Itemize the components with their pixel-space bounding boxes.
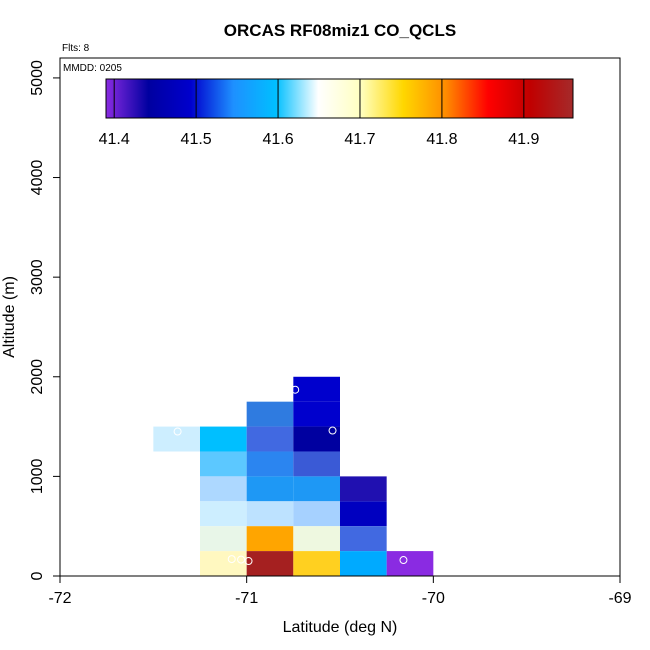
y-tick-label: 4000 — [29, 160, 46, 196]
colorbar-tick-label: 41.9 — [508, 131, 539, 148]
y-tick-label: 2000 — [29, 359, 46, 395]
y-tick-label: 3000 — [29, 259, 46, 295]
colorbar-tick-label: 41.6 — [262, 131, 293, 148]
x-tick-label: -72 — [48, 590, 71, 607]
heatmap-cells — [153, 376, 434, 576]
colorbar: 41.4 41.5 41.6 41.7 41.8 41.9 — [99, 78, 574, 148]
x-axis-label: Latitude (deg N) — [283, 619, 398, 636]
heatmap-cell — [246, 526, 294, 552]
x-axis: -72 -71 -70 -69 — [48, 575, 632, 607]
heatmap-cell — [246, 476, 294, 502]
heatmap-cell — [386, 551, 434, 576]
marker-circle — [291, 385, 300, 394]
heatmap-cell — [246, 501, 294, 527]
heatmap-cell — [340, 551, 387, 576]
colorbar-tick-label: 41.8 — [426, 131, 457, 148]
colorbar-gradient — [105, 78, 574, 119]
heatmap-cell — [200, 451, 247, 477]
heatmap-cell — [246, 551, 294, 576]
heatmap-cell — [153, 426, 200, 452]
heatmap-cell — [246, 426, 294, 452]
heatmap-cell — [340, 476, 387, 502]
x-tick-label: -71 — [235, 590, 258, 607]
y-axis-label: Altitude (m) — [1, 276, 18, 358]
colorbar-tick-label: 41.4 — [99, 131, 130, 148]
chart-title: ORCAS RF08miz1 CO_QCLS — [224, 21, 456, 40]
heatmap-cell — [200, 551, 247, 576]
flights-note: Flts: 8 — [62, 43, 90, 54]
heatmap-cell — [293, 401, 340, 427]
heatmap-cell — [246, 401, 294, 427]
heatmap-cell — [200, 501, 247, 527]
y-tick-label: 0 — [29, 571, 46, 580]
colorbar-ticks: 41.4 41.5 41.6 41.7 41.8 41.9 — [99, 79, 540, 148]
heatmap-cell — [293, 476, 340, 502]
colorbar-tick-label: 41.7 — [344, 131, 375, 148]
marker-circle — [399, 556, 408, 565]
heatmap-cell — [246, 451, 294, 477]
heatmap-cell — [200, 476, 247, 502]
y-tick-label: 1000 — [29, 458, 46, 494]
colorbar-tick-label: 41.5 — [181, 131, 212, 148]
heatmap-cell — [340, 526, 387, 552]
heatmap-cell — [200, 526, 247, 552]
heatmap-cell — [293, 451, 340, 477]
marker-circle — [237, 555, 246, 564]
date-note: MMDD: 0205 — [63, 63, 122, 74]
y-axis: 0 1000 2000 3000 4000 5000 — [29, 58, 61, 580]
heatmap-cell — [293, 426, 340, 452]
observation-markers — [173, 385, 408, 566]
marker-circle — [244, 557, 253, 566]
marker-circle — [328, 426, 337, 435]
x-tick-label: -70 — [422, 590, 445, 607]
heatmap-cell — [293, 526, 340, 552]
y-tick-label: 5000 — [29, 60, 46, 96]
heatmap-cell — [340, 501, 387, 527]
heatmap-cell — [293, 376, 340, 402]
x-tick-label: -69 — [608, 590, 631, 607]
heatmap-cell — [200, 426, 247, 452]
heatmap-cell — [293, 551, 340, 576]
heatmap-cell — [293, 501, 340, 527]
marker-circle — [227, 555, 236, 564]
marker-circle — [173, 427, 182, 436]
